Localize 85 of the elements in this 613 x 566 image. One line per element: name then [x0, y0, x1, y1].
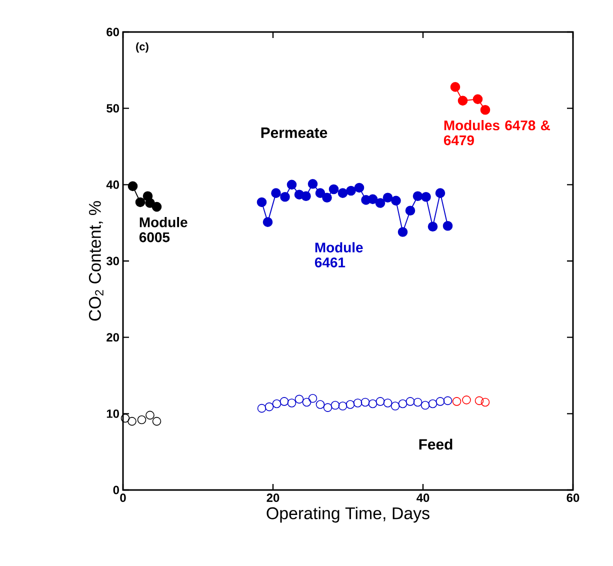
- point: [474, 396, 484, 406]
- point: [383, 398, 392, 408]
- point: [346, 186, 356, 196]
- point: [272, 399, 282, 408]
- point: [323, 403, 332, 412]
- y-tick-label: 50: [106, 104, 119, 113]
- point: [462, 396, 471, 404]
- annotation: Feed: [419, 438, 452, 450]
- y-tick-label: 20: [106, 333, 119, 342]
- point: [338, 188, 348, 198]
- point: [368, 399, 378, 408]
- point: [436, 397, 445, 406]
- series-label: Module 6005: [139, 217, 188, 242]
- point: [346, 400, 355, 409]
- point: [413, 398, 422, 407]
- point: [280, 192, 290, 202]
- point: [280, 397, 289, 406]
- point: [480, 398, 490, 407]
- point: [368, 194, 378, 204]
- point: [376, 397, 385, 406]
- point: [398, 399, 408, 408]
- series-label: Modules 6478 & 6479: [444, 120, 550, 146]
- point: [308, 179, 318, 189]
- point: [421, 192, 431, 202]
- x-tick-label: 60: [566, 494, 580, 502]
- point: [428, 399, 438, 408]
- point: [316, 400, 325, 409]
- point: [452, 397, 462, 406]
- point: [390, 402, 400, 410]
- annotation: Permeate: [261, 128, 328, 138]
- point: [135, 197, 146, 208]
- point: [302, 398, 312, 407]
- point: [286, 180, 297, 190]
- point: [137, 415, 146, 424]
- point: [398, 227, 408, 237]
- point: [406, 397, 415, 406]
- point: [294, 394, 304, 404]
- point: [328, 184, 339, 194]
- point: [287, 398, 296, 408]
- point: [338, 402, 348, 410]
- point: [128, 181, 138, 192]
- y-tick-label: 60: [106, 28, 119, 36]
- point: [443, 396, 452, 406]
- point: [405, 206, 416, 216]
- y-tick-label: 30: [106, 256, 119, 266]
- point: [428, 222, 438, 232]
- point: [442, 220, 453, 231]
- point: [420, 400, 430, 410]
- point: [152, 416, 162, 426]
- point: [315, 188, 326, 198]
- point: [472, 94, 483, 104]
- x-tick-label: 40: [416, 494, 430, 502]
- point: [262, 217, 273, 227]
- point: [391, 196, 401, 206]
- x-tick-label: 20: [266, 494, 280, 502]
- point: [120, 414, 130, 423]
- point: [480, 104, 490, 115]
- point: [301, 191, 311, 202]
- point: [458, 96, 468, 106]
- point: [354, 182, 364, 193]
- y-tick-label: 40: [106, 180, 119, 189]
- y-tick-label: 10: [106, 409, 119, 418]
- point: [375, 198, 386, 208]
- point: [353, 398, 362, 408]
- y-axis-title: CO$_{2}$ Content, %: [88, 201, 104, 321]
- point: [128, 416, 136, 426]
- point: [264, 402, 274, 412]
- point: [322, 192, 332, 203]
- point: [412, 191, 423, 202]
- annotation: (c): [136, 42, 148, 53]
- point: [450, 82, 460, 92]
- point: [256, 197, 267, 208]
- text: Module 6461: [314, 242, 363, 268]
- point: [257, 404, 266, 413]
- x-tick-label: 0: [120, 494, 126, 502]
- point: [330, 400, 340, 410]
- point: [152, 202, 162, 212]
- point: [360, 398, 370, 407]
- point: [146, 410, 154, 420]
- point: [435, 188, 446, 198]
- y-tick-label: 0: [113, 486, 119, 494]
- point: [308, 394, 318, 403]
- point: [271, 188, 281, 198]
- point: [382, 192, 393, 203]
- x-axis-title: Operating Time, Days: [266, 506, 430, 523]
